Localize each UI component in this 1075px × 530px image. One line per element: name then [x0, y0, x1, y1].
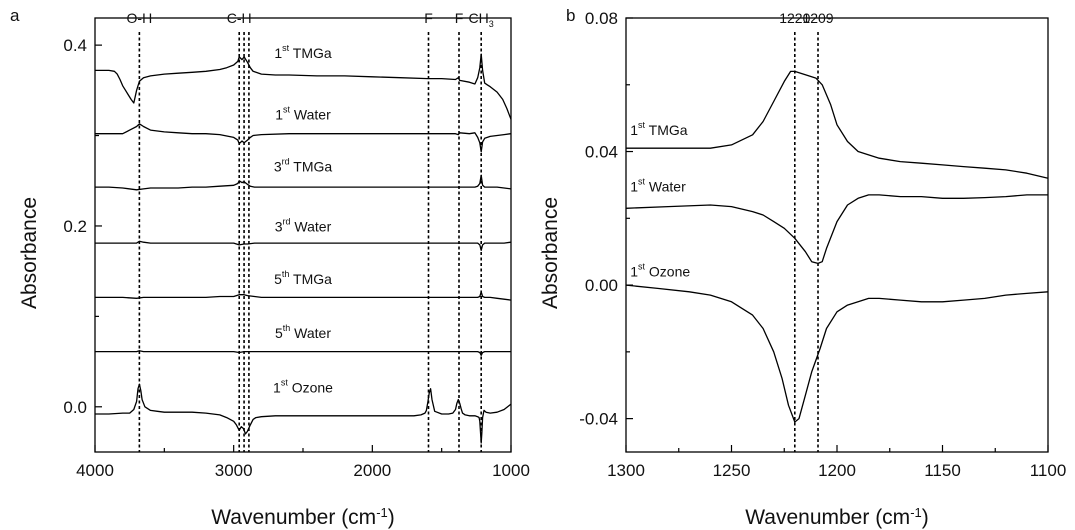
marker-label: F	[424, 10, 433, 26]
y-tick-label: 0.08	[585, 9, 618, 28]
y-tick-label: 0.4	[63, 36, 87, 55]
x-tick-label: 1250	[713, 461, 751, 480]
series-line	[95, 123, 512, 153]
x-tick-label: 4000	[76, 461, 114, 480]
x-axis-label: Wavenumber (cm-1)	[211, 505, 395, 529]
y-tick-label: 0.2	[63, 217, 87, 236]
series-label: 1st Water	[275, 104, 331, 122]
marker-label: F	[455, 10, 464, 26]
series-label: 5th TMGa	[274, 269, 332, 287]
panel-letter: b	[566, 6, 575, 25]
series-line	[95, 53, 512, 120]
x-tick-label: 2000	[353, 461, 391, 480]
marker-label: C-H	[227, 10, 252, 26]
y-tick-label: 0.00	[585, 276, 618, 295]
series-label: 1st Ozone	[630, 262, 690, 280]
x-tick-label: 1150	[924, 461, 961, 480]
panel-b: b 1300 1250 1200 1150 1100 0.08 0.04 0.00 -0.04 Wa…	[539, 6, 1066, 529]
series-line	[95, 383, 512, 444]
x-tick-label: 1000	[492, 461, 530, 480]
y-tick-label: 0.0	[63, 398, 87, 417]
panel-letter: a	[10, 6, 20, 25]
series-label: 1st Water	[630, 177, 686, 195]
series-label: 3rd TMGa	[274, 157, 333, 175]
marker-label: CH3	[469, 10, 494, 29]
series-label: 5th Water	[275, 323, 331, 341]
series-label: 1st TMGa	[630, 120, 688, 138]
y-axis-label: Absorbance	[18, 197, 41, 309]
series-line	[625, 194, 1048, 265]
x-tick-label: 1200	[818, 461, 856, 480]
y-tick-label: -0.04	[579, 410, 618, 429]
y-tick-label: 0.04	[585, 143, 618, 162]
series-line	[95, 174, 512, 191]
series-label: 1st TMGa	[274, 43, 332, 61]
panel-a: a 4000 3000 2000 1000 0.0 0.2 0.4 Wavenumber (cm…	[10, 6, 530, 529]
series-label: 3rd Water	[275, 216, 332, 234]
marker-label: 1220	[779, 10, 810, 26]
x-axis-label: Wavenumber (cm-1)	[745, 505, 929, 529]
y-axis-label: Absorbance	[539, 197, 562, 309]
x-tick-label: 1300	[607, 461, 645, 480]
x-tick-label: 3000	[215, 461, 253, 480]
series-line	[626, 70, 1049, 179]
x-tick-label: 1100	[1030, 461, 1067, 480]
series-line	[625, 284, 1049, 423]
marker-label: 1209	[802, 10, 833, 26]
marker-label: O-H	[127, 10, 153, 26]
series-label: 1st Ozone	[273, 377, 333, 395]
plot-frame	[625, 17, 1049, 453]
series-line	[95, 240, 512, 252]
series-line	[95, 350, 511, 356]
series-line	[95, 291, 512, 301]
